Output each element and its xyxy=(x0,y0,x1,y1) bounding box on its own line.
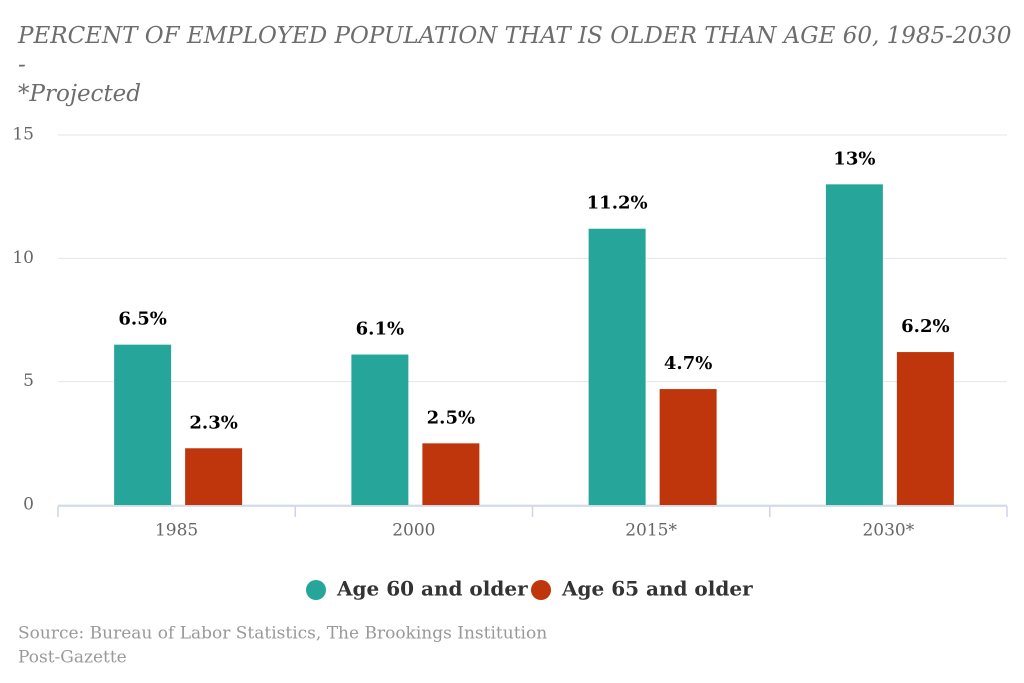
legend-marker xyxy=(306,580,326,600)
value-label: 2.5% xyxy=(427,407,475,428)
value-label: 6.5% xyxy=(118,309,166,330)
bar xyxy=(422,443,480,505)
y-tick-label: 5 xyxy=(23,371,34,391)
value-label: 6.1% xyxy=(356,319,404,340)
x-tick-label: 1985 xyxy=(155,521,198,541)
x-tick-label: 2030* xyxy=(862,521,914,541)
bar xyxy=(659,389,717,505)
chart-subtitle: *Projected xyxy=(18,81,141,107)
bar xyxy=(588,228,646,505)
value-label: 6.2% xyxy=(901,316,949,337)
legend-marker xyxy=(531,580,551,600)
y-tick-label: 15 xyxy=(12,125,34,145)
value-label: 4.7% xyxy=(664,353,712,374)
chart-subtitle: - xyxy=(18,52,26,78)
source: Source: Bureau of Labor Statistics, The … xyxy=(18,624,547,644)
legend-label: Age 65 and older xyxy=(561,577,753,601)
value-label: 2.3% xyxy=(189,412,237,433)
bar xyxy=(896,352,954,505)
source: Post-Gazette xyxy=(18,648,127,668)
x-tick-label: 2000 xyxy=(392,521,435,541)
y-tick-label: 10 xyxy=(12,248,34,268)
value-label: 11.2% xyxy=(587,193,648,214)
bar xyxy=(351,354,409,505)
legend-label: Age 60 and older xyxy=(336,577,528,601)
y-tick-label: 0 xyxy=(23,495,34,515)
bar xyxy=(114,344,172,505)
bar xyxy=(825,184,883,506)
value-label: 13% xyxy=(833,148,875,169)
x-tick-label: 2015* xyxy=(625,521,677,541)
chart-title: PERCENT OF EMPLOYED POPULATION THAT IS O… xyxy=(17,23,1011,49)
bar xyxy=(185,448,243,505)
